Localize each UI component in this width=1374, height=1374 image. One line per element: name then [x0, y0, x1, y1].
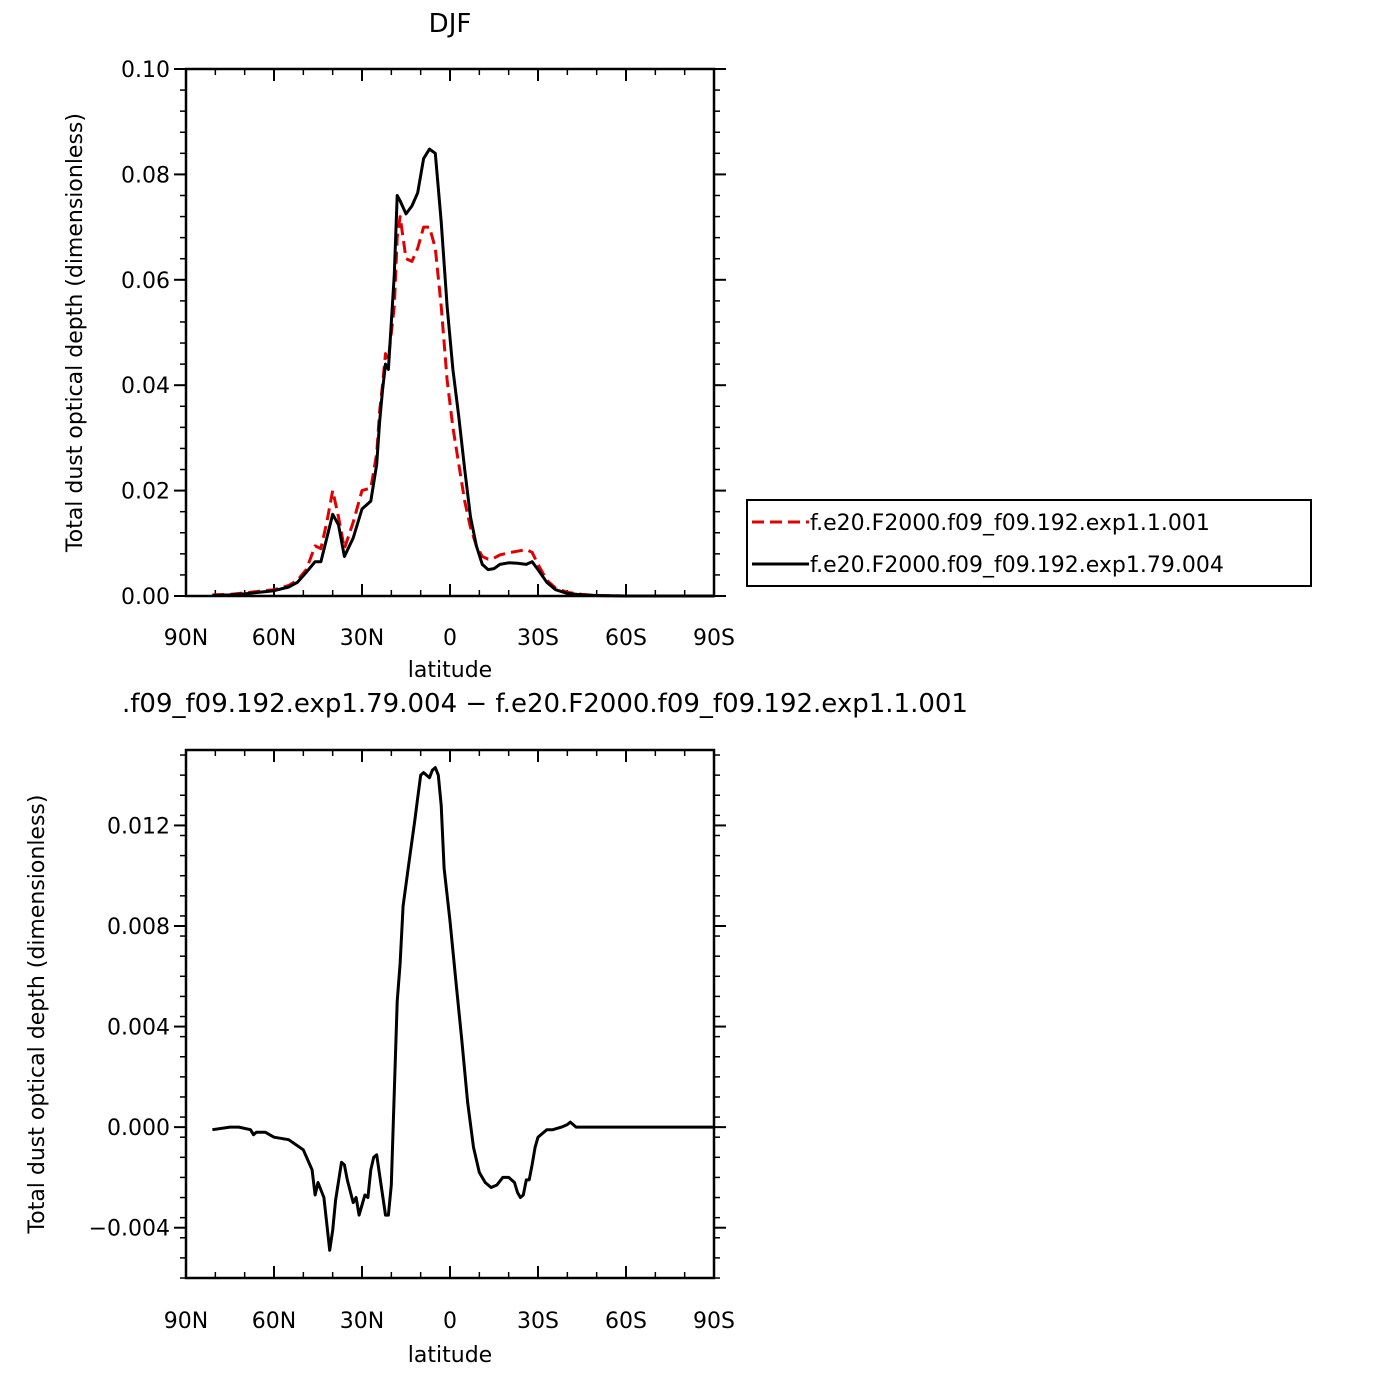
y-tick-label: 0.00	[121, 585, 170, 610]
y-tick-label: 0.04	[121, 374, 170, 399]
chart-panel-1: DJF 90N 60N 30N 0 30S 60S 90S 0.00 0.02 0.04 0.06 0.…	[63, 9, 1312, 683]
x-tick-label: 0	[443, 626, 457, 651]
chart-title: DJF	[429, 9, 472, 39]
legend: f.e20.F2000.f09_f09.192.exp1.1.001 f.e20.…	[746, 499, 1312, 587]
series-line-2	[212, 147, 714, 598]
y-tick-label: 0.02	[121, 480, 170, 505]
x-tick-label: 30N	[340, 626, 384, 651]
x-tick-label: 0	[443, 1309, 457, 1334]
x-tick-label: 60N	[252, 1309, 296, 1334]
x-tick-label: 30S	[517, 626, 559, 651]
series-line-1	[212, 215, 714, 598]
y-axis-label: Total dust optical depth (dimensionless)	[25, 795, 50, 1235]
legend-box	[746, 499, 1312, 587]
y-tick-label: 0.10	[121, 58, 170, 83]
y-tick-label: 0.012	[107, 814, 170, 839]
y-tick-label: −0.004	[89, 1217, 170, 1242]
x-tick-label: 60S	[605, 626, 647, 651]
y-tick-label: 0.000	[107, 1116, 170, 1141]
x-axis-label: latitude	[408, 658, 492, 683]
chart-title: .f09_f09.192.exp1.79.004 − f.e20.F2000.f…	[122, 689, 968, 719]
y-axis-label: Total dust optical depth (dimensionless)	[63, 113, 88, 553]
plot-frame	[184, 748, 716, 1280]
x-tick-label: 60S	[605, 1309, 647, 1334]
y-tick-label: 0.08	[121, 163, 170, 188]
chart-panel-2: .f09_f09.192.exp1.79.004 − f.e20.F2000.f…	[25, 689, 968, 1368]
x-tick-label: 90N	[164, 1309, 208, 1334]
x-tick-label: 30N	[340, 1309, 384, 1334]
x-tick-label: 90N	[164, 626, 208, 651]
legend-label-1: f.e20.F2000.f09_f09.192.exp1.1.001	[810, 511, 1210, 536]
x-axis-label: latitude	[408, 1343, 492, 1368]
legend-label-2: f.e20.F2000.f09_f09.192.exp1.79.004	[810, 553, 1224, 578]
y-tick-label: 0.004	[107, 1016, 170, 1041]
x-tick-label: 90S	[693, 626, 735, 651]
x-tick-label: 60N	[252, 626, 296, 651]
y-tick-label: 0.06	[121, 269, 170, 294]
x-tick-label: 90S	[693, 1309, 735, 1334]
x-tick-label: 30S	[517, 1309, 559, 1334]
y-tick-label: 0.008	[107, 915, 170, 940]
series-line-1	[212, 766, 714, 1252]
